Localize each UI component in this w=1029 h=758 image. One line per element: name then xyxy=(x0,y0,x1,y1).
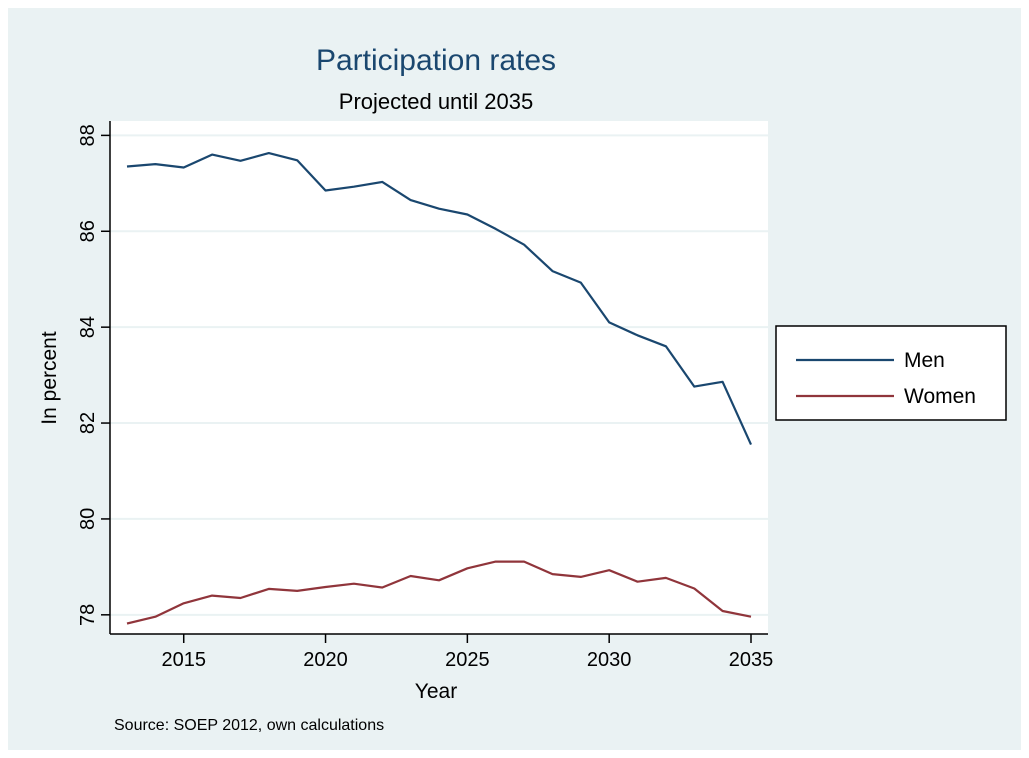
x-tick-label: 2015 xyxy=(161,649,206,671)
y-ticks: 78 80 82 84 86 88 xyxy=(77,124,110,626)
axes xyxy=(109,121,768,635)
x-tick-label: 2030 xyxy=(587,649,632,671)
y-tick-label: 80 xyxy=(77,508,99,530)
plot-area xyxy=(110,121,768,634)
gridlines xyxy=(110,134,768,616)
x-tick-label: 2035 xyxy=(729,649,774,671)
legend: Men Women xyxy=(775,325,1007,421)
legend-box xyxy=(775,325,1007,421)
series-line-women xyxy=(126,560,752,625)
x-axis-title: Year xyxy=(415,680,457,703)
y-tick-label: 88 xyxy=(77,124,99,146)
chart-subtitle: Projected until 2035 xyxy=(339,89,533,114)
x-tick-label: 2025 xyxy=(445,649,490,671)
series-lines xyxy=(126,152,753,625)
y-tick-label: 86 xyxy=(77,220,99,242)
legend-label-women: Women xyxy=(904,385,976,408)
chart-background: Participation rates Projected until 2035… xyxy=(8,8,1021,750)
line-chart: Participation rates Projected until 2035… xyxy=(38,44,1007,734)
y-tick-label: 84 xyxy=(77,316,99,338)
series-line-men xyxy=(126,152,753,446)
x-ticks: 2015 2020 2025 2030 2035 xyxy=(161,634,773,671)
y-tick-label: 78 xyxy=(77,604,99,626)
y-tick-label: 82 xyxy=(77,412,99,434)
legend-label-men: Men xyxy=(904,349,945,372)
y-axis-title: In percent xyxy=(38,331,61,425)
chart-title: Participation rates xyxy=(316,44,556,77)
source-note: Source: SOEP 2012, own calculations xyxy=(114,717,384,734)
x-tick-label: 2020 xyxy=(303,649,348,671)
